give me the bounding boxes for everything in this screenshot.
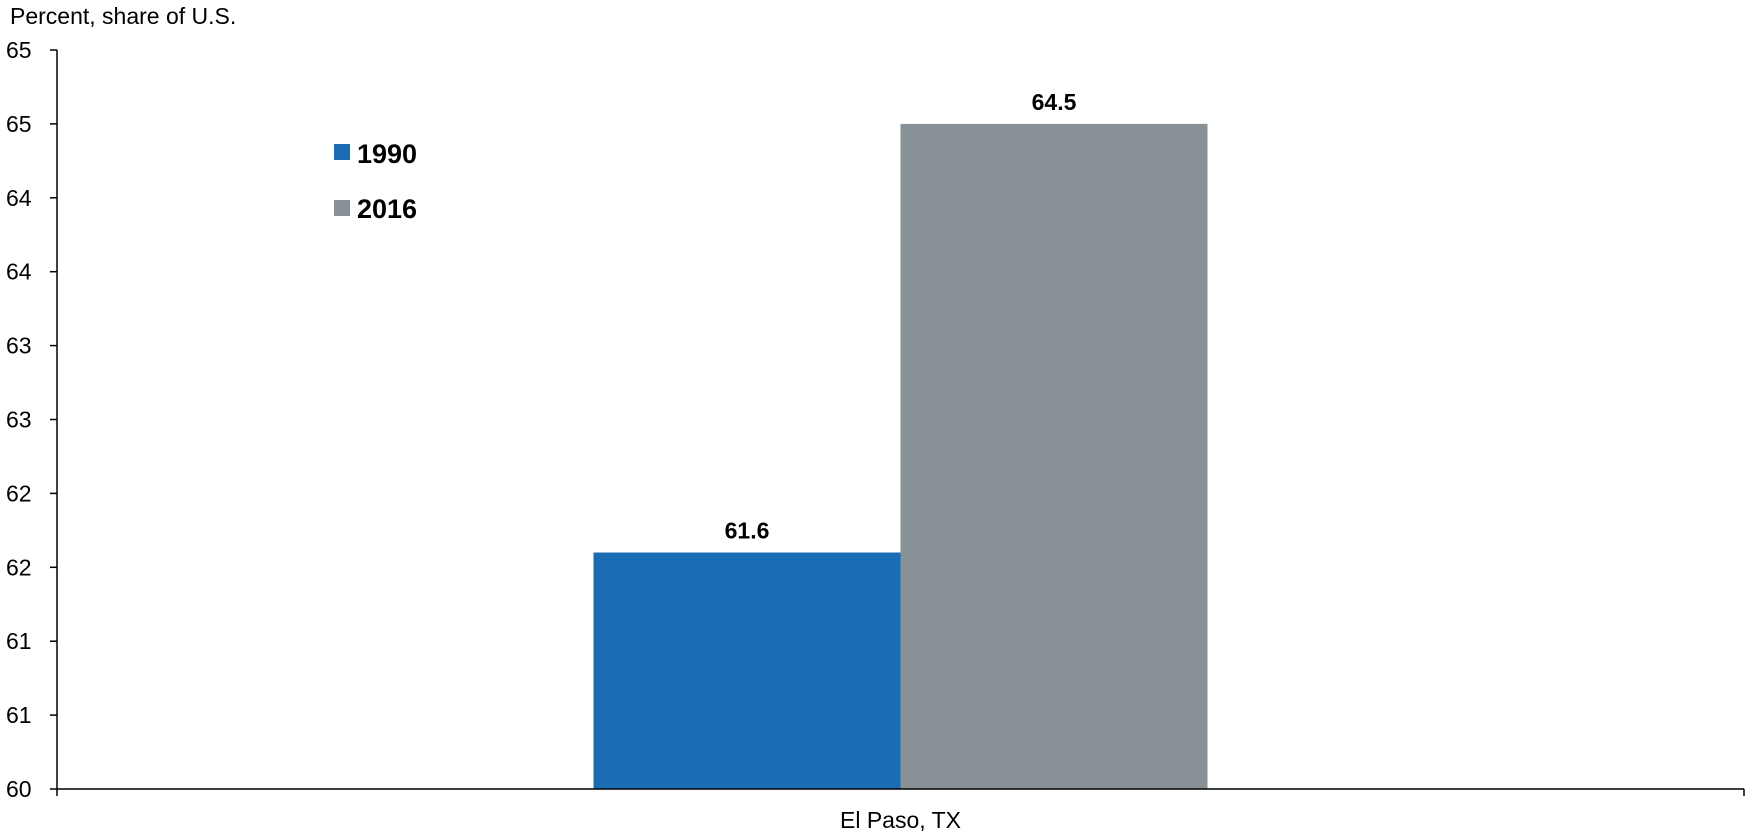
y-tick-label: 65 — [6, 111, 32, 137]
x-axis-ticks: El Paso, TX — [56, 789, 1745, 832]
data-label-2016: 64.5 — [1032, 89, 1077, 115]
y-tick-label: 62 — [6, 554, 32, 580]
y-tick-label: 64 — [6, 259, 32, 285]
bars-group — [593, 123, 1208, 789]
bar-1990 — [593, 552, 901, 789]
y-tick-label: 60 — [6, 776, 32, 802]
y-tick-label: 63 — [6, 407, 32, 433]
legend-swatch-1990 — [334, 144, 350, 160]
y-tick-label: 63 — [6, 333, 32, 359]
y-tick-label: 64 — [6, 185, 32, 211]
data-labels-group: 61.6 64.5 — [725, 89, 1077, 544]
data-label-1990: 61.6 — [725, 518, 770, 544]
y-tick-label: 61 — [6, 628, 32, 654]
legend-label-2016: 2016 — [357, 194, 417, 224]
y-tick-label: 65 — [6, 37, 32, 63]
legend: 1990 2016 — [334, 139, 417, 224]
y-axis-ticks: 60 61 61 62 62 63 63 64 64 65 65 — [6, 37, 57, 802]
legend-label-1990: 1990 — [357, 139, 417, 169]
y-tick-label: 62 — [6, 480, 32, 506]
bar-2016 — [900, 123, 1208, 789]
legend-swatch-2016 — [334, 200, 350, 216]
y-axis-label: Percent, share of U.S. — [10, 3, 236, 29]
y-tick-label: 61 — [6, 702, 32, 728]
x-tick-label: El Paso, TX — [840, 807, 961, 832]
